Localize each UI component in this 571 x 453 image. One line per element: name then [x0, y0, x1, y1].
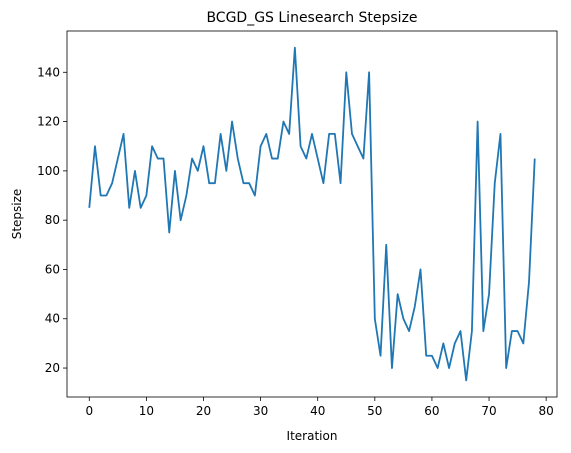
x-tick-label: 40: [310, 404, 325, 418]
plot-area: [88, 46, 536, 382]
x-tick-label: 10: [139, 404, 154, 418]
x-tick-label: 80: [539, 404, 554, 418]
series-line-0: [88, 46, 536, 382]
x-tick-label: 70: [481, 404, 496, 418]
x-tick-label: 0: [85, 404, 93, 418]
y-tick-label: 120: [37, 115, 60, 129]
y-tick-label: 100: [37, 164, 60, 178]
x-tick-label: 30: [253, 404, 268, 418]
x-axis: 0 10 20 30 40 50 60 70 80: [85, 397, 554, 418]
y-tick-label: 60: [45, 262, 60, 276]
x-tick-label: 20: [196, 404, 211, 418]
x-tick-label: 60: [424, 404, 439, 418]
y-axis: 20 40 60 80 100 120 140: [37, 65, 67, 375]
y-tick-label: 80: [45, 213, 60, 227]
y-axis-label: Stepsize: [10, 189, 24, 240]
chart-title: BCGD_GS Linesearch Stepsize: [206, 10, 417, 26]
y-tick-label: 40: [45, 312, 60, 326]
axes-frame: [66, 30, 558, 398]
y-tick-label: 140: [37, 65, 60, 79]
y-tick-label: 20: [45, 361, 60, 375]
x-tick-label: 50: [367, 404, 382, 418]
x-axis-label: Iteration: [287, 429, 338, 443]
